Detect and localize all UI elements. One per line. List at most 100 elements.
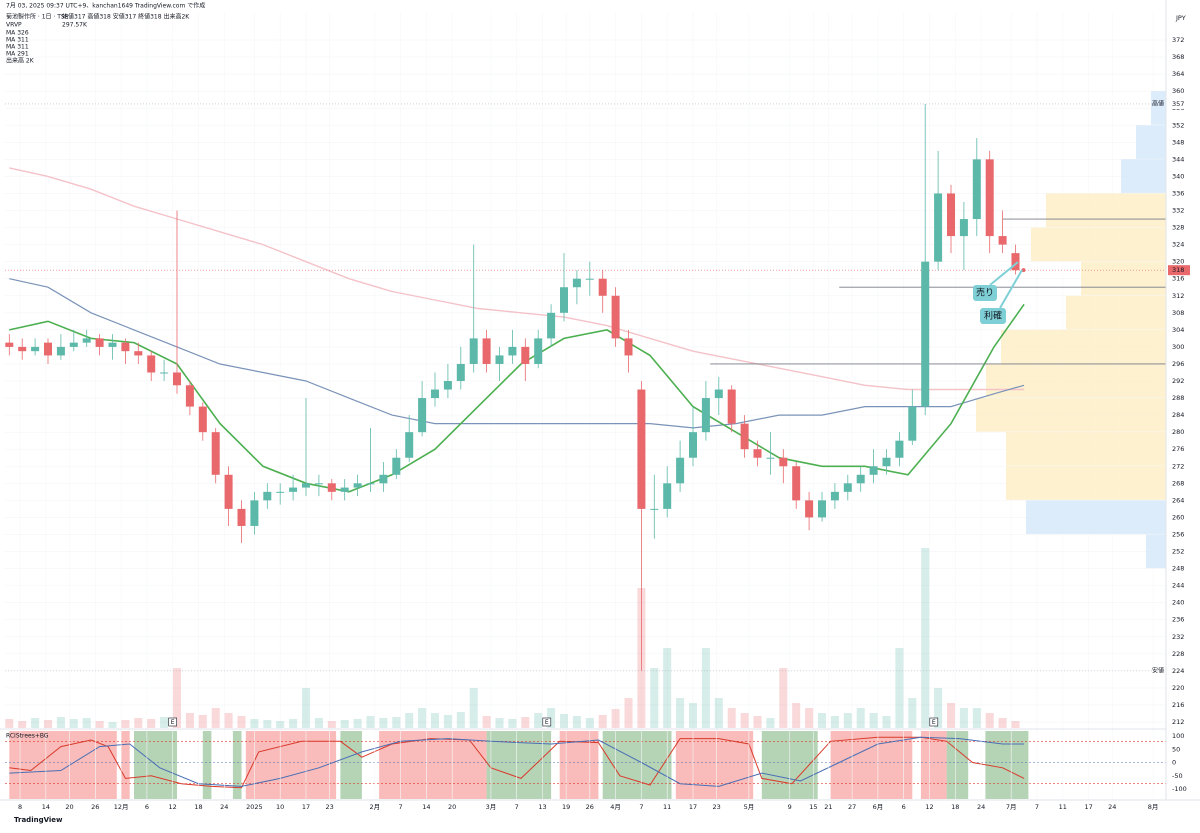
y-tick-label: 348 bbox=[1172, 138, 1184, 146]
y-tick-label: 292 bbox=[1172, 377, 1184, 385]
volume-bar bbox=[663, 648, 672, 728]
candle-body bbox=[508, 346, 517, 356]
y-tick-label: 352 bbox=[1172, 121, 1184, 129]
x-tick-label: 4月 bbox=[610, 803, 621, 811]
x-tick-label: 17 bbox=[689, 803, 697, 811]
volume-bar bbox=[95, 721, 104, 728]
candle-body bbox=[121, 342, 130, 352]
x-tick-label: 17 bbox=[302, 803, 310, 811]
candle-body bbox=[637, 389, 646, 509]
x-tick-label: 8月 bbox=[1148, 803, 1159, 811]
low-box bbox=[1168, 665, 1190, 676]
y-tick-label: 272 bbox=[1172, 462, 1184, 470]
y-tick-label: 260 bbox=[1172, 513, 1184, 521]
volume-bar bbox=[534, 713, 543, 728]
rci-tick-label: -100 bbox=[1172, 785, 1187, 793]
volume-bar bbox=[263, 720, 272, 728]
x-tick-label: 12 bbox=[925, 803, 933, 811]
x-tick-label: 7 bbox=[639, 803, 643, 811]
volume-bar bbox=[947, 703, 955, 728]
x-tick-label: 24 bbox=[220, 803, 228, 811]
volume-bar bbox=[727, 708, 736, 728]
x-tick-label: 7 bbox=[1035, 803, 1039, 811]
candle-body bbox=[224, 474, 233, 509]
candle-body bbox=[160, 372, 169, 374]
volume-bar bbox=[366, 716, 375, 728]
candle-body bbox=[392, 457, 401, 475]
volume-bar bbox=[160, 717, 169, 728]
sell-zone bbox=[830, 731, 913, 799]
volume-bar bbox=[392, 717, 401, 728]
volume-bar bbox=[340, 720, 349, 728]
volume-bar bbox=[560, 714, 568, 728]
x-tick-label: 26 bbox=[91, 803, 99, 811]
volume-bar bbox=[805, 708, 814, 728]
candle-body bbox=[495, 355, 504, 364]
profile-bar bbox=[1006, 432, 1166, 466]
candle-body bbox=[856, 474, 865, 484]
candle-body bbox=[366, 483, 375, 485]
candle-body bbox=[663, 483, 672, 509]
candle-body bbox=[843, 483, 852, 492]
sell-zone bbox=[920, 731, 947, 799]
volume-bar bbox=[740, 713, 749, 728]
candle-body bbox=[792, 466, 801, 501]
candle-body bbox=[405, 432, 414, 458]
y-tick-label: 336 bbox=[1172, 189, 1184, 197]
y-tick-label: 316 bbox=[1172, 275, 1184, 283]
candle-body bbox=[418, 398, 427, 433]
x-tick-label: 18 bbox=[951, 803, 959, 811]
candle-body bbox=[482, 338, 491, 364]
x-tick-label: 7 bbox=[515, 803, 519, 811]
y-tick-label: 284 bbox=[1172, 411, 1184, 419]
volume-bar bbox=[585, 718, 594, 728]
high-label: 高値 bbox=[1152, 99, 1164, 107]
x-tick-label: 6 bbox=[902, 803, 906, 811]
y-tick-label: 228 bbox=[1172, 650, 1184, 658]
x-tick-label: 9 bbox=[788, 803, 792, 811]
y-tick-label: 308 bbox=[1172, 309, 1184, 317]
y-tick-label: 300 bbox=[1172, 343, 1184, 351]
x-tick-label: 11 bbox=[1059, 803, 1067, 811]
x-tick-label: 2月 bbox=[369, 803, 380, 811]
volume-bar bbox=[934, 688, 943, 728]
candle-body bbox=[443, 381, 452, 390]
candle-body bbox=[18, 346, 27, 352]
x-tick-label: 8 bbox=[18, 803, 22, 811]
low-label: 安値 bbox=[1152, 666, 1164, 674]
candle-body bbox=[972, 159, 981, 220]
event-label: E bbox=[545, 719, 549, 726]
candle-body bbox=[340, 487, 349, 492]
profile-bar bbox=[1046, 193, 1166, 228]
candle-body bbox=[44, 342, 52, 356]
rci-tick-label: -50 bbox=[1172, 772, 1183, 780]
volume-bar bbox=[998, 718, 1007, 728]
vrvp-value: 297.57K bbox=[62, 22, 88, 29]
y-tick-label: 264 bbox=[1172, 496, 1184, 504]
y-tick-label: 276 bbox=[1172, 445, 1184, 453]
candle-body bbox=[134, 351, 143, 356]
rci-tick-label: 50 bbox=[1172, 745, 1180, 753]
volume-bar bbox=[895, 648, 904, 728]
sell-zone bbox=[121, 731, 130, 799]
volume-bar bbox=[650, 668, 659, 728]
currency: JPY bbox=[1175, 14, 1186, 22]
y-tick-label: 372 bbox=[1172, 36, 1184, 44]
volume-bar bbox=[689, 703, 697, 728]
x-tick-label: 19 bbox=[562, 803, 570, 811]
candle-body bbox=[740, 423, 749, 450]
annotation-text: 売り bbox=[976, 287, 994, 299]
candle-body bbox=[431, 389, 439, 399]
y-tick-label: 240 bbox=[1172, 599, 1184, 607]
candle-body bbox=[959, 219, 968, 237]
volume-bar bbox=[701, 648, 710, 728]
event-label: E bbox=[171, 719, 175, 726]
y-tick-label: 216 bbox=[1172, 701, 1184, 709]
candle-body bbox=[818, 500, 826, 518]
annotation-box bbox=[980, 308, 1006, 324]
x-tick-label: 15 bbox=[809, 803, 817, 811]
buy-zone bbox=[232, 731, 242, 799]
candle-body bbox=[766, 457, 775, 459]
profile-bar bbox=[1146, 534, 1166, 569]
profile-bar bbox=[1136, 125, 1166, 159]
